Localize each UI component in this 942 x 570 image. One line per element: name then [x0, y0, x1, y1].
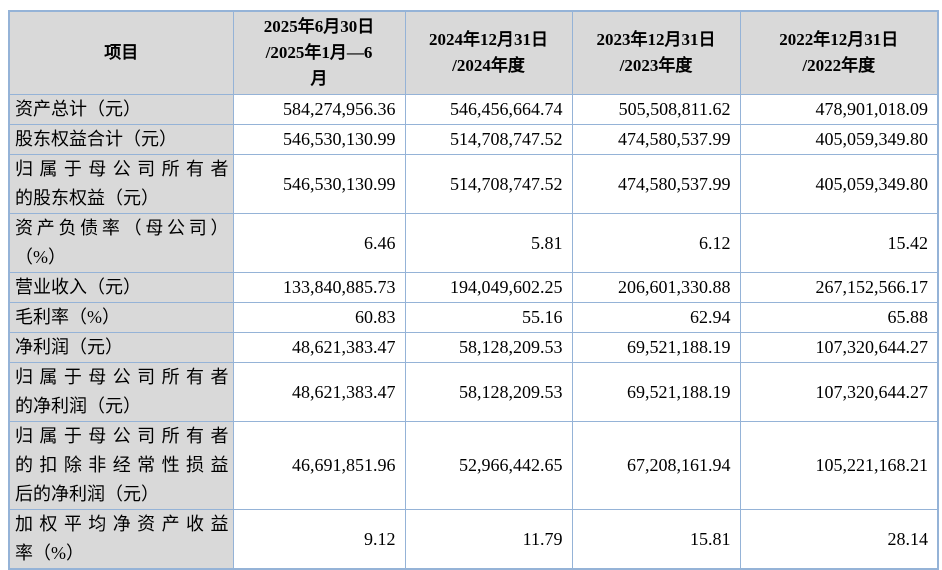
cell-value: 107,320,644.27: [739, 332, 939, 363]
table-row-parent-net-profit: 归属于母公司所有者 的净利润（元） 48,621,383.47 58,128,20…: [8, 362, 939, 422]
cell-value: 133,840,885.73: [232, 272, 406, 303]
cell-value: 6.46: [232, 213, 406, 273]
cell-value: 58,128,209.53: [404, 332, 573, 363]
cell-value: 6.12: [571, 213, 741, 273]
cell-value: 65.88: [739, 302, 939, 333]
cell-value: 52,966,442.65: [404, 421, 573, 510]
cell-value: 9.12: [232, 509, 406, 570]
cell-value: 48,621,383.47: [232, 332, 406, 363]
cell-value: 67,208,161.94: [571, 421, 741, 510]
table-header-row: 项目 2025年6月30日 /2025年1月—6 月 2024年12月31日 /…: [8, 10, 939, 95]
table-row-parent-equity: 归属于母公司所有者 的股东权益（元） 546,530,130.99 514,708…: [8, 154, 939, 214]
financial-summary-table: 项目 2025年6月30日 /2025年1月—6 月 2024年12月31日 /…: [8, 10, 939, 570]
cell-value: 514,708,747.52: [404, 154, 573, 214]
cell-value: 206,601,330.88: [571, 272, 741, 303]
cell-value: 46,691,851.96: [232, 421, 406, 510]
table-row-parent-net-profit-excl-nonrecurring: 归属于母公司所有者 的扣除非经常性损益 后的净利润（元） 46,691,851.96…: [8, 421, 939, 510]
row-label: 归属于母公司所有者 的净利润（元）: [8, 362, 234, 422]
header-period-2023: 2023年12月31日 /2023年度: [571, 10, 741, 95]
cell-value: 105,221,168.21: [739, 421, 939, 510]
header-period-2024: 2024年12月31日 /2024年度: [404, 10, 573, 95]
row-label: 归属于母公司所有者 的扣除非经常性损益 后的净利润（元）: [8, 421, 234, 510]
table-row-total-equity: 股东权益合计（元） 546,530,130.99 514,708,747.52 …: [8, 124, 939, 155]
cell-value: 60.83: [232, 302, 406, 333]
cell-value: 584,274,956.36: [232, 94, 406, 125]
cell-value: 15.81: [571, 509, 741, 570]
table-row-gross-margin: 毛利率（%） 60.83 55.16 62.94 65.88: [8, 302, 939, 333]
cell-value: 48,621,383.47: [232, 362, 406, 422]
cell-value: 546,530,130.99: [232, 124, 406, 155]
cell-value: 15.42: [739, 213, 939, 273]
table-row-revenue: 营业收入（元） 133,840,885.73 194,049,602.25 20…: [8, 272, 939, 303]
header-period-2025: 2025年6月30日 /2025年1月—6 月: [232, 10, 406, 95]
table-row-net-profit: 净利润（元） 48,621,383.47 58,128,209.53 69,52…: [8, 332, 939, 363]
table-row-weighted-avg-roe: 加权平均净资产收益 率（%） 9.12 11.79 15.81 28.14: [8, 509, 939, 570]
cell-value: 505,508,811.62: [571, 94, 741, 125]
cell-value: 69,521,188.19: [571, 362, 741, 422]
row-label: 资产负债率（母公司） （%）: [8, 213, 234, 273]
row-label: 股东权益合计（元）: [8, 124, 234, 155]
header-item-column: 项目: [8, 10, 234, 95]
cell-value: 546,456,664.74: [404, 94, 573, 125]
cell-value: 474,580,537.99: [571, 124, 741, 155]
cell-value: 478,901,018.09: [739, 94, 939, 125]
cell-value: 55.16: [404, 302, 573, 333]
row-label: 营业收入（元）: [8, 272, 234, 303]
cell-value: 107,320,644.27: [739, 362, 939, 422]
cell-value: 514,708,747.52: [404, 124, 573, 155]
cell-value: 11.79: [404, 509, 573, 570]
row-label: 净利润（元）: [8, 332, 234, 363]
cell-value: 58,128,209.53: [404, 362, 573, 422]
cell-value: 405,059,349.80: [739, 154, 939, 214]
row-label: 加权平均净资产收益 率（%）: [8, 509, 234, 570]
row-label: 资产总计（元）: [8, 94, 234, 125]
cell-value: 546,530,130.99: [232, 154, 406, 214]
cell-value: 267,152,566.17: [739, 272, 939, 303]
row-label: 毛利率（%）: [8, 302, 234, 333]
table-row-total-assets: 资产总计（元） 584,274,956.36 546,456,664.74 50…: [8, 94, 939, 125]
cell-value: 194,049,602.25: [404, 272, 573, 303]
cell-value: 62.94: [571, 302, 741, 333]
cell-value: 5.81: [404, 213, 573, 273]
cell-value: 405,059,349.80: [739, 124, 939, 155]
table-row-debt-ratio: 资产负债率（母公司） （%） 6.46 5.81 6.12 15.42: [8, 213, 939, 273]
cell-value: 69,521,188.19: [571, 332, 741, 363]
header-period-2022: 2022年12月31日 /2022年度: [739, 10, 939, 95]
row-label: 归属于母公司所有者 的股东权益（元）: [8, 154, 234, 214]
cell-value: 28.14: [739, 509, 939, 570]
cell-value: 474,580,537.99: [571, 154, 741, 214]
